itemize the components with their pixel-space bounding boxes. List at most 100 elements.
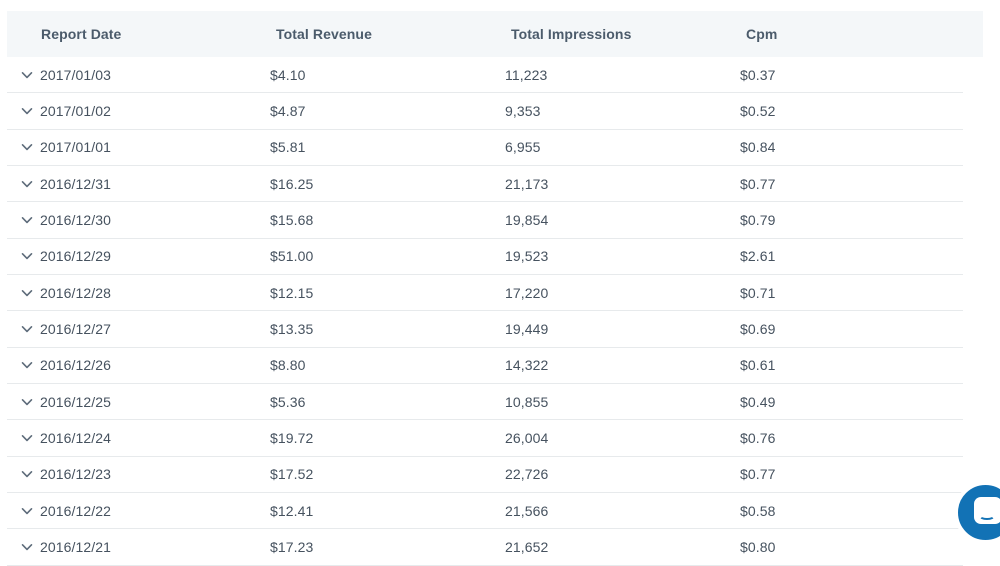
total-impressions-cell: 19,449 [505, 321, 549, 338]
total-revenue-cell: $16.25 [270, 175, 314, 192]
table-body: 2017/01/03 $4.10 11,223 $0.37 2017/01/02… [7, 57, 963, 566]
chevron-down-icon[interactable] [20, 68, 34, 82]
total-revenue-cell: $12.15 [270, 284, 314, 301]
report-date-cell: 2016/12/24 [7, 430, 250, 446]
smile-icon [979, 512, 995, 520]
report-date-value: 2016/12/25 [40, 393, 112, 410]
column-header-report-date[interactable]: Report Date [41, 26, 122, 42]
table-row[interactable]: 2016/12/25 $5.36 10,855 $0.49 [7, 384, 963, 421]
report-date-cell: 2016/12/31 [7, 176, 250, 192]
chevron-down-icon[interactable] [20, 322, 34, 336]
table-row[interactable]: 2016/12/21 $17.23 21,652 $0.80 [7, 529, 963, 566]
chevron-down-icon[interactable] [20, 431, 34, 445]
report-date-value: 2016/12/24 [40, 430, 112, 447]
cpm-cell: $0.79 [740, 212, 776, 229]
total-revenue-cell: $12.41 [270, 502, 314, 519]
report-table: Report Date Total Revenue Total Impressi… [7, 11, 983, 566]
column-header-cpm[interactable]: Cpm [746, 26, 778, 42]
table-row[interactable]: 2016/12/27 $13.35 19,449 $0.69 [7, 311, 963, 348]
report-date-cell: 2017/01/03 [7, 67, 250, 83]
total-impressions-cell: 21,566 [505, 502, 549, 519]
column-header-total-impressions[interactable]: Total Impressions [511, 26, 632, 42]
report-date-cell: 2016/12/21 [7, 539, 250, 555]
report-date-value: 2016/12/31 [40, 175, 112, 192]
cpm-cell: $0.77 [740, 466, 776, 483]
chat-widget-button[interactable] [954, 481, 1000, 544]
cpm-cell: $0.77 [740, 175, 776, 192]
total-impressions-cell: 17,220 [505, 284, 549, 301]
report-date-cell: 2016/12/28 [7, 285, 250, 301]
chevron-down-icon[interactable] [20, 213, 34, 227]
total-impressions-cell: 19,523 [505, 248, 549, 265]
total-revenue-cell: $17.23 [270, 539, 314, 556]
total-revenue-cell: $4.87 [270, 103, 306, 120]
report-date-value: 2016/12/22 [40, 502, 112, 519]
total-impressions-cell: 14,322 [505, 357, 549, 374]
chevron-down-icon[interactable] [20, 395, 34, 409]
total-impressions-cell: 19,854 [505, 212, 549, 229]
report-date-value: 2017/01/02 [40, 103, 112, 120]
total-revenue-cell: $4.10 [270, 66, 306, 83]
table-row[interactable]: 2016/12/26 $8.80 14,322 $0.61 [7, 348, 963, 385]
cpm-cell: $2.61 [740, 248, 776, 265]
total-impressions-cell: 21,173 [505, 175, 549, 192]
chevron-down-icon[interactable] [20, 177, 34, 191]
report-date-cell: 2016/12/30 [7, 212, 250, 228]
chevron-down-icon[interactable] [20, 140, 34, 154]
table-row[interactable]: 2017/01/02 $4.87 9,353 $0.52 [7, 93, 963, 130]
total-revenue-cell: $19.72 [270, 430, 314, 447]
report-date-value: 2016/12/27 [40, 321, 112, 338]
report-date-cell: 2017/01/01 [7, 139, 250, 155]
chevron-down-icon[interactable] [20, 286, 34, 300]
total-impressions-cell: 6,955 [505, 139, 541, 156]
table-row[interactable]: 2017/01/01 $5.81 6,955 $0.84 [7, 130, 963, 167]
table-row[interactable]: 2016/12/23 $17.52 22,726 $0.77 [7, 457, 963, 494]
table-header-row: Report Date Total Revenue Total Impressi… [7, 11, 983, 57]
report-date-value: 2017/01/01 [40, 139, 112, 156]
cpm-cell: $0.58 [740, 502, 776, 519]
column-header-total-revenue[interactable]: Total Revenue [276, 26, 372, 42]
table-row[interactable]: 2016/12/31 $16.25 21,173 $0.77 [7, 166, 963, 203]
table-row[interactable]: 2016/12/29 $51.00 19,523 $2.61 [7, 239, 963, 276]
table-row[interactable]: 2016/12/30 $15.68 19,854 $0.79 [7, 202, 963, 239]
report-date-value: 2016/12/29 [40, 248, 112, 265]
table-row[interactable]: 2016/12/28 $12.15 17,220 $0.71 [7, 275, 963, 312]
total-impressions-cell: 9,353 [505, 103, 541, 120]
cpm-cell: $0.61 [740, 357, 776, 374]
total-revenue-cell: $15.68 [270, 212, 314, 229]
total-revenue-cell: $17.52 [270, 466, 314, 483]
chevron-down-icon[interactable] [20, 504, 34, 518]
total-revenue-cell: $5.36 [270, 393, 306, 410]
report-date-cell: 2016/12/29 [7, 248, 250, 264]
total-revenue-cell: $5.81 [270, 139, 306, 156]
table-row[interactable]: 2016/12/22 $12.41 21,566 $0.58 [7, 493, 963, 530]
report-date-cell: 2016/12/26 [7, 357, 250, 373]
cpm-cell: $0.76 [740, 430, 776, 447]
total-revenue-cell: $13.35 [270, 321, 314, 338]
report-date-cell: 2016/12/23 [7, 466, 250, 482]
cpm-cell: $0.80 [740, 539, 776, 556]
cpm-cell: $0.37 [740, 66, 776, 83]
chevron-down-icon[interactable] [20, 467, 34, 481]
chevron-down-icon[interactable] [20, 358, 34, 372]
report-date-value: 2016/12/28 [40, 284, 112, 301]
report-date-value: 2017/01/03 [40, 66, 112, 83]
chat-bubble-icon [974, 497, 1000, 524]
cpm-cell: $0.69 [740, 321, 776, 338]
report-date-cell: 2016/12/25 [7, 394, 250, 410]
report-date-value: 2016/12/30 [40, 212, 112, 229]
chevron-down-icon[interactable] [20, 104, 34, 118]
total-impressions-cell: 21,652 [505, 539, 549, 556]
cpm-cell: $0.84 [740, 139, 776, 156]
cpm-cell: $0.52 [740, 103, 776, 120]
table-row[interactable]: 2016/12/24 $19.72 26,004 $0.76 [7, 420, 963, 457]
report-date-value: 2016/12/21 [40, 539, 112, 556]
total-impressions-cell: 11,223 [505, 66, 548, 83]
table-row[interactable]: 2017/01/03 $4.10 11,223 $0.37 [7, 57, 963, 94]
chevron-down-icon[interactable] [20, 249, 34, 263]
total-revenue-cell: $51.00 [270, 248, 314, 265]
chevron-down-icon[interactable] [20, 540, 34, 554]
total-impressions-cell: 22,726 [505, 466, 549, 483]
report-date-value: 2016/12/23 [40, 466, 112, 483]
total-revenue-cell: $8.80 [270, 357, 306, 374]
